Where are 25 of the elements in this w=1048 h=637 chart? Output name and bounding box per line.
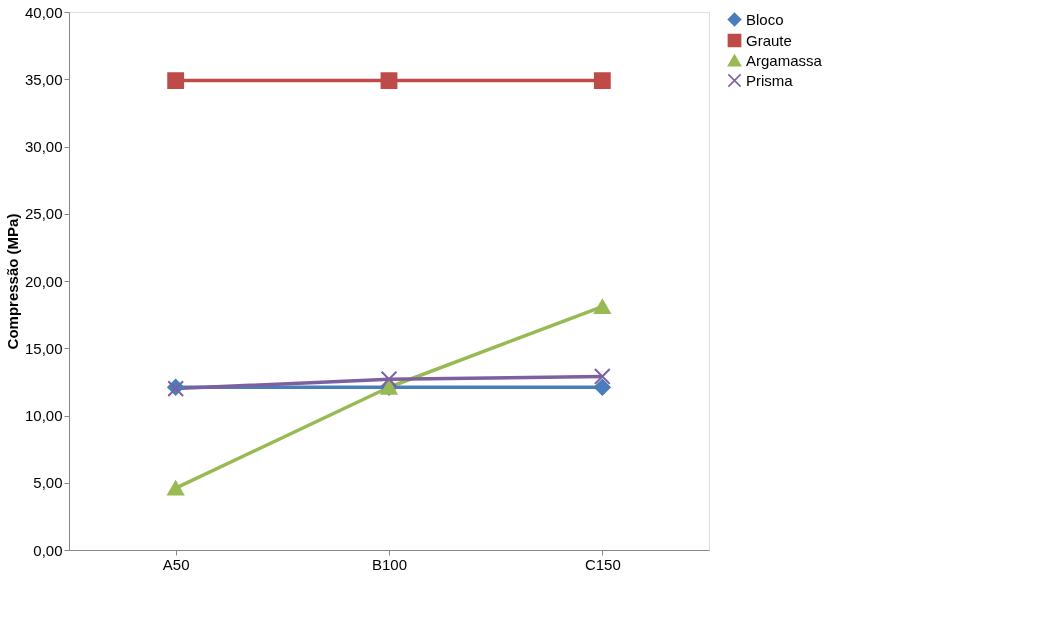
x-tick-label: A50 — [162, 555, 190, 573]
point — [593, 378, 611, 396]
y-tick-label: 35,00 — [24, 70, 63, 88]
point — [593, 299, 611, 314]
y-tick-label: 20,00 — [24, 272, 63, 290]
y-tick-label: 40,00 — [24, 3, 63, 21]
y-tick-label: 30,00 — [24, 138, 63, 155]
y-axis-title: Compressão (MPa) — [3, 213, 21, 350]
legend-label: Prisma — [746, 71, 794, 89]
point — [380, 370, 398, 388]
legend-label: Argamassa — [746, 51, 823, 69]
y-tick-label: 5,00 — [33, 474, 63, 492]
point — [167, 480, 185, 496]
point — [593, 368, 611, 385]
legend-label: Graute — [746, 31, 792, 49]
point — [380, 72, 398, 90]
y-tick-label: 0,00 — [33, 541, 63, 559]
x-tick-label: B100 — [371, 555, 408, 573]
x-tick-label: C150 — [584, 555, 621, 573]
y-tick-label: 10,00 — [24, 407, 63, 424]
y-tick-label: 15,00 — [24, 339, 63, 357]
point — [593, 72, 611, 90]
y-tick-label: 25,00 — [24, 205, 63, 223]
legend-label: Bloco — [746, 10, 784, 28]
point — [167, 72, 185, 90]
